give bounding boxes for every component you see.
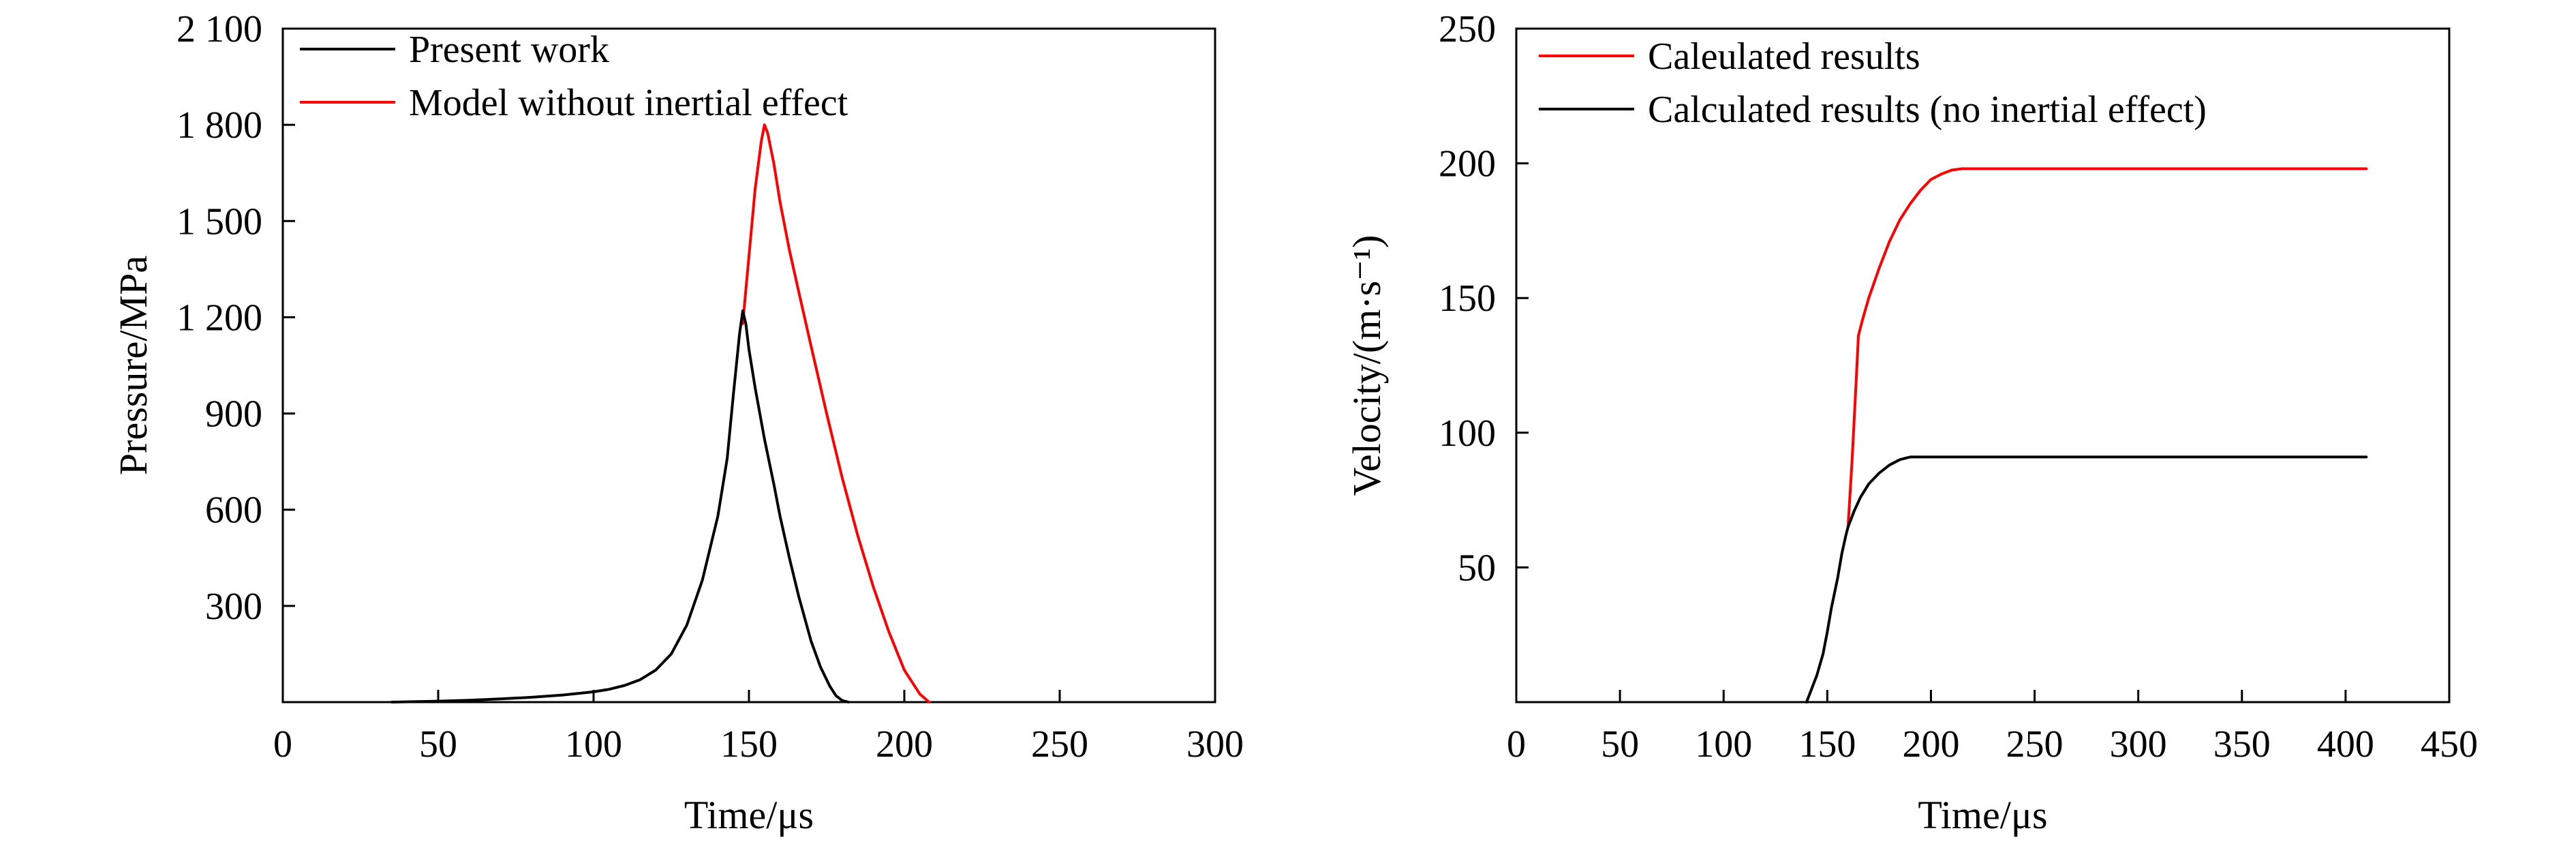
- x-tick-label: 150: [1798, 723, 1856, 766]
- legend-label: Calculated results (no inertial effect): [1648, 89, 2207, 131]
- y-tick-label: 250: [1439, 8, 1496, 50]
- chart-panel-2: 0 50 100 150 200 250 300 350 400 450 50 100 150 200 25…: [1345, 8, 2478, 837]
- series-line-1: [1846, 167, 2368, 529]
- y-tick-label: 900: [205, 393, 262, 436]
- series-line-1: [741, 123, 931, 703]
- x-tick-label: 250: [1031, 723, 1088, 766]
- y-tick-label: 150: [1439, 277, 1496, 320]
- x-axis-title: Time/μs: [684, 793, 814, 837]
- y-tick-label: 50: [1458, 547, 1496, 589]
- y-tick-label: 1 500: [177, 200, 262, 243]
- x-tick-label: 200: [876, 723, 933, 766]
- x-tick-label: 450: [2421, 723, 2478, 766]
- y-tick-label: 600: [205, 489, 262, 532]
- y-tick-label: 1 800: [177, 104, 262, 147]
- series-line-2: [390, 309, 850, 703]
- x-tick-label: 0: [1507, 723, 1526, 766]
- legend-label: Present work: [409, 29, 609, 71]
- y-tick-label: 2 100: [177, 8, 262, 50]
- y-axis-title: Velocity/(m·s⁻¹): [1345, 234, 1389, 496]
- series-line-2: [1805, 455, 2368, 703]
- y-axis-title: Pressure/MPa: [111, 256, 155, 475]
- y-tick-label: 200: [1439, 143, 1496, 185]
- x-tick-label: 150: [720, 723, 778, 766]
- chart-panel-1: 0 50 100 150 200 250 300 300 600 900 1 200 1 500 1 8…: [111, 8, 1244, 837]
- x-tick-label: 50: [419, 723, 457, 766]
- x-tick-label: 250: [2006, 723, 2064, 766]
- x-axis-title: Time/μs: [1918, 793, 2047, 837]
- x-tick-label: 200: [1902, 723, 1959, 766]
- y-tick-label: 300: [205, 586, 262, 628]
- x-tick-label: 100: [565, 723, 622, 766]
- plot-frame: [281, 27, 1216, 703]
- x-tick-label: 350: [2213, 723, 2271, 766]
- x-tick-label: 100: [1695, 723, 1752, 766]
- x-tick-label: 300: [1186, 723, 1244, 766]
- x-tick-label: 0: [273, 723, 292, 766]
- x-tick-label: 400: [2317, 723, 2374, 766]
- y-tick-label: 100: [1439, 412, 1496, 455]
- x-tick-label: 300: [2110, 723, 2167, 766]
- y-tick-label: 1 200: [177, 297, 262, 339]
- legend-label: Model without inertial effect: [409, 82, 848, 124]
- plot-frame: [1515, 27, 2451, 703]
- legend-label: Caleulated results: [1648, 35, 1920, 78]
- x-tick-label: 50: [1601, 723, 1639, 766]
